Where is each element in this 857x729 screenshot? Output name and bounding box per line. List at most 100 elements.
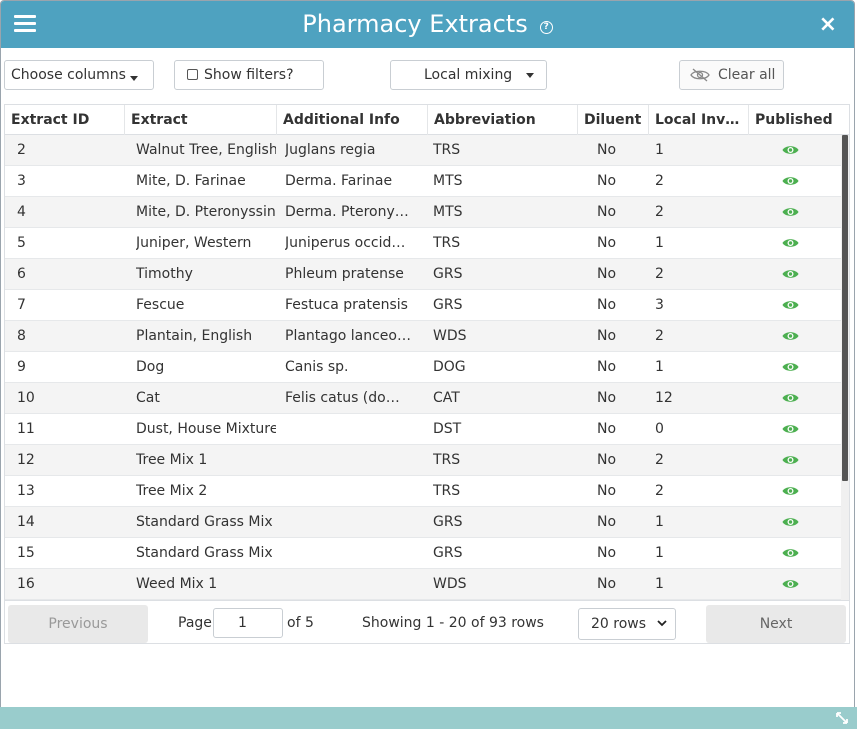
cell-local-inventory: 2 [655,328,664,344]
cell-abbreviation: GRS [433,545,463,561]
published-eye-icon[interactable] [782,485,799,497]
next-button[interactable]: Next [706,605,846,643]
column-header-additional-info[interactable]: Additional Info [277,105,428,135]
published-eye-icon[interactable] [782,578,799,590]
page-label: Page [178,615,212,631]
table-row[interactable]: 11 Dust, House Mixture DST No 0 [5,414,841,445]
column-header-diluent[interactable]: Diluent [578,105,649,135]
pagination-bar: Previous Page 1 of 5 Showing 1 - 20 of 9… [5,600,849,643]
table-row[interactable]: 13 Tree Mix 2 TRS No 2 [5,476,841,507]
table-row[interactable]: 7 Fescue Festuca pratensis GRS No 3 [5,290,841,321]
show-filters-toggle[interactable]: Show filters? [174,60,324,90]
cell-extract-id: 14 [17,514,35,530]
cell-additional-info: Juniperus occiden... [285,235,413,251]
table-row[interactable]: 2 Walnut Tree, English Juglans regia TRS No 1 [5,135,841,166]
previous-button[interactable]: Previous [8,605,148,643]
table-row[interactable]: 12 Tree Mix 1 TRS No 2 [5,445,841,476]
cell-diluent: No [597,421,617,437]
cell-additional-info [285,476,413,506]
cell-abbreviation: MTS [433,204,463,220]
cell-extract-id: 13 [17,483,35,499]
table-row[interactable]: 10 Cat Felis catus (dome... CAT No 12 [5,383,841,414]
cell-local-inventory: 2 [655,204,664,220]
cell-local-inventory: 2 [655,483,664,499]
published-eye-icon[interactable] [782,392,799,404]
cell-local-inventory: 2 [655,452,664,468]
page-number-input[interactable]: 1 [213,608,283,638]
rows-per-page-select[interactable]: 20 rows [578,608,676,640]
cell-extract: Weed Mix 1 [136,576,218,592]
cell-diluent: No [597,483,617,499]
local-mixing-label: Local mixing [424,67,513,83]
cell-diluent: No [597,235,617,251]
published-eye-icon[interactable] [782,423,799,435]
help-icon[interactable]: ? [539,21,553,34]
published-eye-icon[interactable] [782,299,799,311]
column-header-extract[interactable]: Extract [125,105,277,135]
published-eye-icon[interactable] [782,361,799,373]
cell-additional-info: Juglans regia [285,142,376,158]
cell-additional-info [285,414,413,444]
vertical-scrollbar[interactable] [841,135,849,600]
cell-extract: Mite, D. Farinae [136,173,246,189]
cell-abbreviation: MTS [433,173,463,189]
cell-additional-info: Festuca pratensis [285,297,408,313]
resize-icon[interactable] [835,711,849,725]
show-filters-label: Show filters? [204,67,294,83]
cell-diluent: No [597,576,617,592]
table-row[interactable]: 16 Weed Mix 1 WDS No 1 [5,569,841,600]
column-header-extract-id[interactable]: Extract ID [5,105,125,135]
cell-extract: Tree Mix 1 [136,452,208,468]
cell-diluent: No [597,173,617,189]
cell-extract-id: 11 [17,421,35,437]
published-eye-icon[interactable] [782,330,799,342]
published-eye-icon[interactable] [782,206,799,218]
table-row[interactable]: 4 Mite, D. Pteronyssinu Derma. Pteronyss..… [5,197,841,228]
cell-diluent: No [597,514,617,530]
table-row[interactable]: 15 Standard Grass Mix 2 GRS No 1 [5,538,841,569]
table-row[interactable]: 3 Mite, D. Farinae Derma. Farinae MTS No 2 [5,166,841,197]
local-mixing-dropdown[interactable]: Local mixing [390,60,547,90]
clear-all-button[interactable]: Clear all [679,60,784,90]
published-eye-icon[interactable] [782,516,799,528]
column-header-abbreviation[interactable]: Abbreviation [428,105,578,135]
chevron-down-icon [657,620,667,627]
choose-columns-button[interactable]: Choose columns [4,60,154,90]
caret-down-icon [526,73,534,78]
published-eye-icon[interactable] [782,175,799,187]
cell-additional-info: Derma. Farinae [285,173,393,189]
column-header-published[interactable]: Published [755,112,833,128]
cell-abbreviation: DST [433,421,462,437]
choose-columns-label: Choose columns [11,67,126,83]
column-header-local-inventory[interactable]: Local Inve... [649,105,749,135]
published-eye-icon[interactable] [782,144,799,156]
cell-extract-id: 10 [17,390,35,406]
cell-extract-id: 3 [17,173,26,189]
show-filters-checkbox[interactable] [187,69,198,80]
cell-extract: Mite, D. Pteronyssinu [136,204,276,220]
table-row[interactable]: 5 Juniper, Western Juniperus occiden... TRS… [5,228,841,259]
cell-diluent: No [597,452,617,468]
published-eye-icon[interactable] [782,237,799,249]
cell-abbreviation: TRS [433,483,461,499]
close-icon[interactable]: × [818,12,837,37]
cell-extract-id: 12 [17,452,35,468]
table-body: 2 Walnut Tree, English Juglans regia TRS No 1… [5,135,841,600]
cell-diluent: No [597,328,617,344]
table-row[interactable]: 6 Timothy Phleum pratense GRS No 2 [5,259,841,290]
scrollbar-thumb[interactable] [842,135,848,481]
cell-abbreviation: DOG [433,359,466,375]
table-header: Extract ID Extract Additional Info Abbre… [5,105,849,135]
published-eye-icon[interactable] [782,547,799,559]
cell-extract-id: 9 [17,359,26,375]
published-eye-icon[interactable] [782,454,799,466]
cell-extract: Standard Grass Mix 1 [136,514,276,530]
hamburger-menu-icon[interactable] [14,15,36,33]
table-row[interactable]: 9 Dog Canis sp. DOG No 1 [5,352,841,383]
published-eye-icon[interactable] [782,268,799,280]
table-row[interactable]: 8 Plantain, English Plantago lanceola... WD… [5,321,841,352]
cell-additional-info [285,507,413,537]
cell-diluent: No [597,545,617,561]
table-row[interactable]: 14 Standard Grass Mix 1 GRS No 1 [5,507,841,538]
cell-local-inventory: 3 [655,297,664,313]
